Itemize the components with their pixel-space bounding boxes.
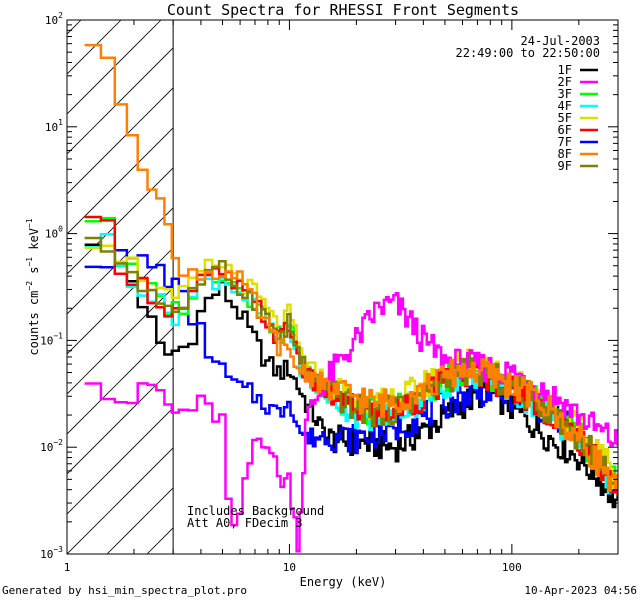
y-tick-label: 10−2 xyxy=(40,438,63,454)
y-tick-base: 10 xyxy=(45,121,58,134)
y-label-exp3: −1 xyxy=(25,218,34,228)
y-label-kev: keV xyxy=(27,228,41,257)
hatch-line xyxy=(67,20,162,115)
y-label-exp1: −2 xyxy=(25,281,34,291)
hatch-line xyxy=(67,47,174,155)
legend-label-6F: 6F xyxy=(558,123,572,137)
y-tick-label: 10−3 xyxy=(40,545,63,561)
series-line-6F xyxy=(84,215,618,497)
y-tick-label: 10−1 xyxy=(40,331,63,347)
chart-title: Count Spectra for RHESSI Front Segments xyxy=(167,1,519,19)
x-tick-label: 10 xyxy=(283,561,296,574)
hatch-line xyxy=(67,87,174,195)
y-tick-base: 10 xyxy=(40,548,53,561)
legend-label-7F: 7F xyxy=(558,135,572,149)
series-line-8F xyxy=(84,43,618,492)
y-tick-exponent: −3 xyxy=(53,545,63,554)
annotation-line-1: Includes Background xyxy=(187,504,324,518)
y-axis-label-text: counts cm−2 s−1 keV−1 xyxy=(25,218,41,355)
y-tick-label: 101 xyxy=(45,118,63,134)
hatch-line xyxy=(67,447,174,554)
hatch-line xyxy=(67,207,174,315)
series-line-2F xyxy=(84,292,618,553)
legend-label-8F: 8F xyxy=(558,147,572,161)
x-axis-ticks: 1 10 100 xyxy=(64,20,619,574)
footer-generated: Generated by hsi_min_spectra_plot.pro xyxy=(2,584,247,597)
y-tick-label: 102 xyxy=(45,11,63,27)
time-range-label: 22:49:00 to 22:50:00 xyxy=(456,46,601,60)
hatch-line xyxy=(67,367,174,475)
y-label-exp2: −1 xyxy=(25,257,34,267)
y-label-s: s xyxy=(27,267,41,281)
y-tick-exponent: −1 xyxy=(53,331,63,340)
x-tick-label: 1 xyxy=(64,561,71,574)
annotation-line-2: Att A0, FDecim 3 xyxy=(187,516,303,530)
y-tick-exponent: −2 xyxy=(53,438,63,447)
y-tick-base: 10 xyxy=(40,441,53,454)
legend-label-9F: 9F xyxy=(558,159,572,173)
legend-label-2F: 2F xyxy=(558,75,572,89)
y-tick-base: 10 xyxy=(45,228,58,241)
footer-date: 10-Apr-2023 04:56 xyxy=(524,584,637,597)
y-tick-base: 10 xyxy=(45,14,58,27)
y-tick-exponent: 0 xyxy=(58,225,63,234)
date-label: 24-Jul-2003 xyxy=(521,34,600,48)
y-tick-exponent: 2 xyxy=(58,11,63,20)
series-line-1F xyxy=(84,243,618,509)
y-tick-label: 100 xyxy=(45,225,63,241)
plot-frame xyxy=(66,19,619,555)
legend-label-5F: 5F xyxy=(558,111,572,125)
x-tick-label: 100 xyxy=(502,561,522,574)
y-axis-label: counts cm−2 s−1 keV−1 xyxy=(25,218,41,355)
legend-label-1F: 1F xyxy=(558,63,572,77)
hatch-line xyxy=(67,407,174,515)
x-axis-label: Energy (keV) xyxy=(300,575,387,589)
legend-label-4F: 4F xyxy=(558,99,572,113)
y-tick-base: 10 xyxy=(40,334,53,347)
y-tick-exponent: 1 xyxy=(58,118,63,127)
legend-label-3F: 3F xyxy=(558,87,572,101)
series-layer xyxy=(84,43,618,553)
y-label-counts: counts cm xyxy=(27,291,41,356)
